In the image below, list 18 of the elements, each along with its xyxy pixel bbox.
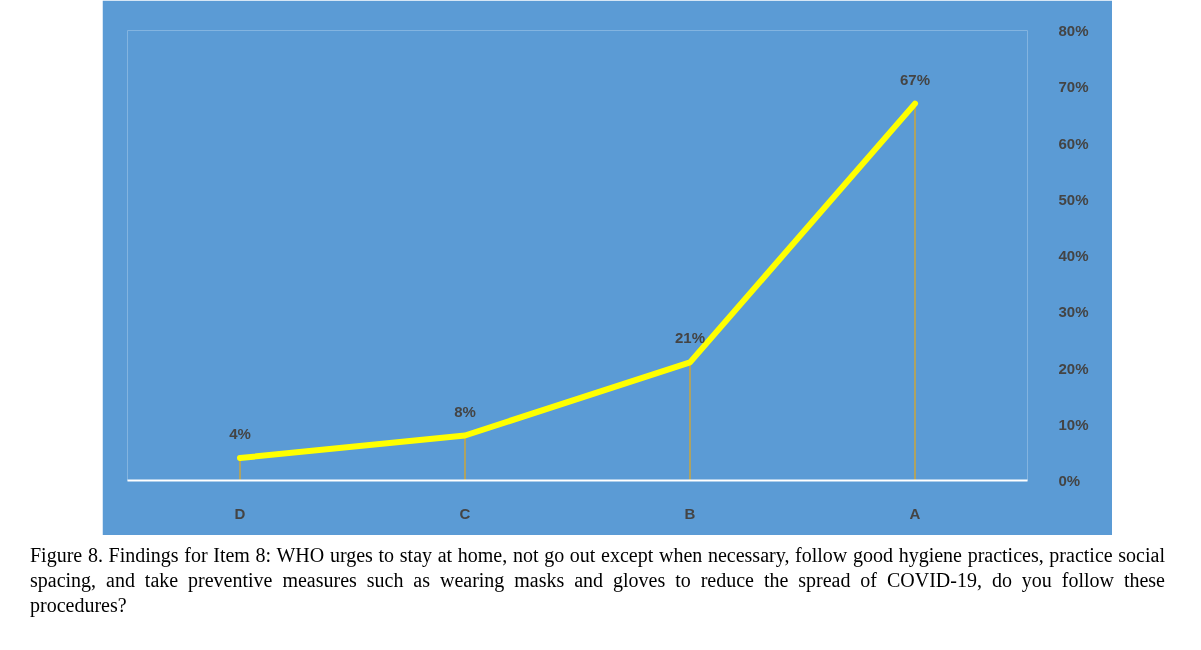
data-label: 21% [674,329,706,347]
data-label: 67% [899,70,931,88]
y-tick-label: 60% [1058,134,1089,152]
y-tick-label: 70% [1058,78,1089,96]
data-label: 8% [454,402,476,420]
y-tick-label: 80% [1058,22,1089,39]
y-tick-label: 40% [1058,247,1089,264]
caption: Figure 8. Findings for Item 8: WHO urges to stay at home, not go out except when necessary, follow good hygiene practices, practice social spacing, and take preventive measures such as wearing masks and gloves to reduce the spread of COVID-19, do you follow these procedures? [30,543,1165,618]
y-tick-label: 30% [1058,303,1089,321]
x-tick-label: A [909,504,921,522]
data-label: 4% [229,425,251,442]
y-tick-label: 50% [1058,190,1089,208]
y-tick-label: 20% [1058,359,1089,377]
x-tick-label: B [684,504,696,522]
x-tick-label: D [234,504,246,522]
y-tick-label: 0% [1058,472,1081,489]
x-tick-label: C [459,504,471,522]
y-tick-label: 10% [1058,415,1089,433]
